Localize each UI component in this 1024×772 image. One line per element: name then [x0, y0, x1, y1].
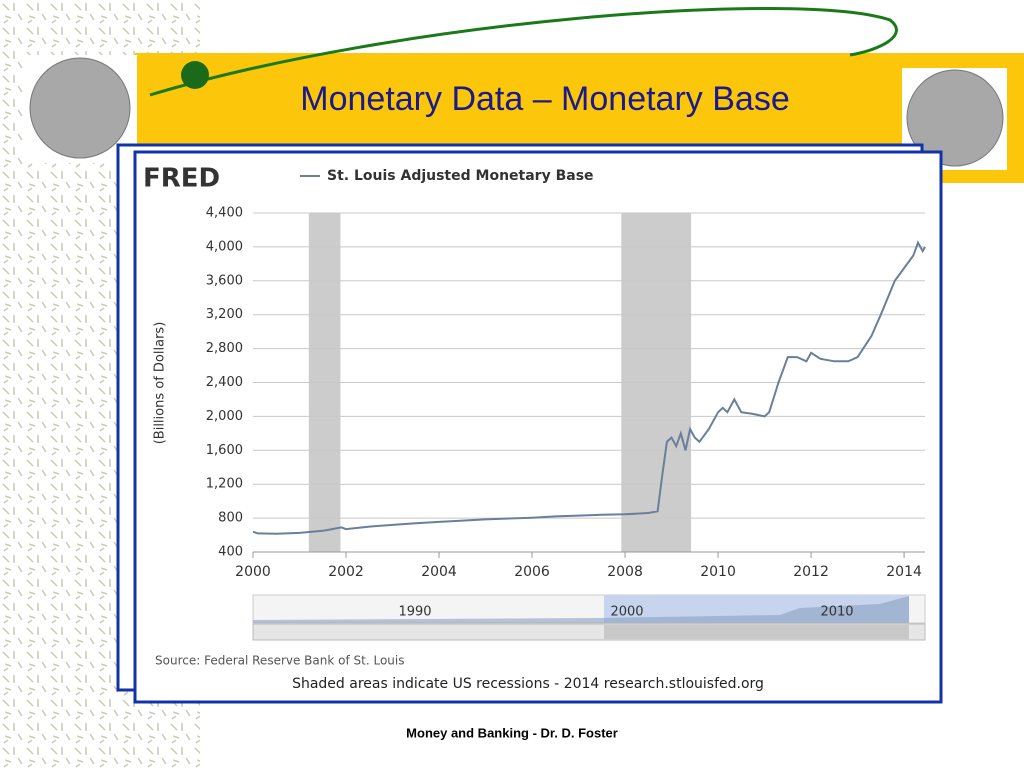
- navigator-label: 2010: [820, 605, 853, 620]
- navigator-area: [253, 596, 909, 623]
- x-tick-label: 2002: [328, 564, 364, 580]
- x-tick-label: 2010: [700, 564, 736, 580]
- footer: Money and Banking - Dr. D. Foster: [406, 725, 618, 740]
- legend-label: St. Louis Adjusted Monetary Base: [327, 168, 594, 184]
- dot-icon: [181, 61, 209, 89]
- y-tick-label: 800: [218, 511, 243, 526]
- navigator-label: 1990: [398, 605, 431, 620]
- y-tick-label: 2,000: [206, 409, 243, 424]
- x-tick-label: 2008: [607, 564, 643, 580]
- brand: FRED: [143, 164, 220, 194]
- source: Source: Federal Reserve Bank of St. Loui…: [155, 654, 404, 668]
- data-line: [252, 240, 926, 535]
- y-tick-label: 4,400: [206, 206, 243, 221]
- y-tick-label: 2,800: [206, 341, 243, 356]
- y-tick-label: 2,400: [206, 375, 243, 390]
- x-tick-label: 2006: [514, 564, 550, 580]
- navigator-label: 2000: [610, 605, 643, 620]
- y-axis-label: (Billions of Dollars): [153, 322, 168, 445]
- y-tick-label: 1,600: [206, 443, 243, 458]
- coin: [29, 57, 131, 159]
- x-tick-label: 2014: [886, 564, 922, 580]
- x-tick-label: 2012: [793, 564, 829, 580]
- y-tick-label: 3,200: [206, 307, 243, 322]
- note: Shaded areas indicate US recessions - 20…: [292, 676, 764, 692]
- swoosh: [149, 7, 898, 97]
- x-tick-label: 2000: [235, 564, 271, 580]
- y-tick-label: 4,000: [206, 239, 243, 254]
- scrollbar-thumb[interactable]: [604, 625, 909, 639]
- y-tick-label: 3,600: [206, 273, 243, 288]
- y-tick-label: 400: [218, 545, 243, 560]
- coin: [906, 69, 1004, 167]
- y-tick-label: 1,200: [206, 477, 243, 492]
- slide-title: Monetary Data – Monetary Base: [300, 80, 789, 118]
- x-tick-label: 2004: [421, 564, 457, 580]
